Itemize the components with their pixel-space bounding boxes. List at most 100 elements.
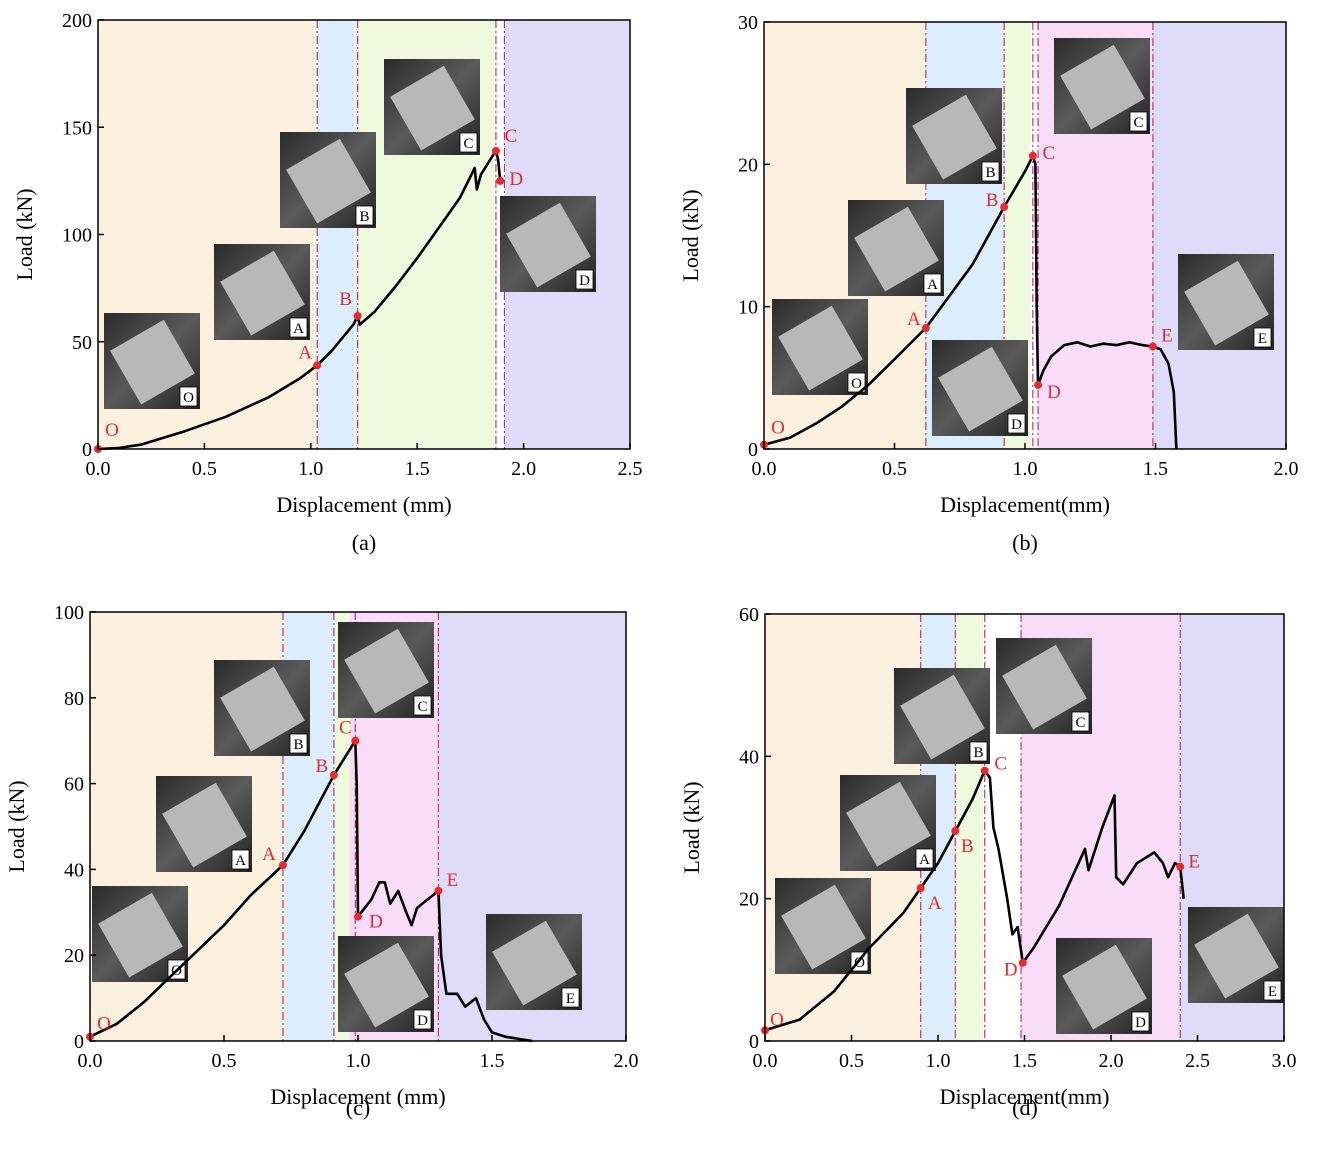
photo-label: A bbox=[927, 277, 938, 293]
photo-label: E bbox=[1258, 331, 1267, 347]
key-point-label: B bbox=[986, 190, 999, 211]
photo-inset: A bbox=[156, 776, 252, 872]
photo-label: E bbox=[566, 991, 575, 1007]
y-tick-label: 30 bbox=[738, 12, 758, 34]
key-point-label: A bbox=[262, 844, 276, 865]
y-tick-label: 100 bbox=[54, 602, 84, 624]
y-tick-label: 100 bbox=[62, 225, 92, 247]
photo-label: A bbox=[293, 321, 304, 337]
y-tick-label: 50 bbox=[72, 332, 92, 354]
photo-label: A bbox=[235, 853, 246, 869]
key-point-label: E bbox=[1161, 326, 1173, 347]
photo-inset: B bbox=[280, 132, 376, 228]
photo-label: C bbox=[1133, 115, 1143, 131]
photo-inset: E bbox=[1188, 907, 1284, 1003]
x-tick-label: 0.0 bbox=[752, 458, 777, 480]
y-axis-label: Load (kN) bbox=[679, 781, 704, 873]
x-axis-label: Displacement (mm) bbox=[276, 492, 451, 517]
key-point bbox=[313, 361, 321, 369]
y-tick-label: 60 bbox=[739, 604, 759, 626]
key-point-label: D bbox=[509, 169, 523, 190]
key-point bbox=[1034, 381, 1042, 389]
caption: (a) bbox=[352, 530, 376, 555]
photo-inset: B bbox=[894, 668, 990, 764]
y-tick-label: 0 bbox=[74, 1031, 84, 1053]
figure: OABCDOABCD0.00.51.01.52.02.5050100150200… bbox=[0, 0, 1317, 1158]
photo-label: B bbox=[985, 165, 995, 181]
key-point-label: E bbox=[447, 870, 459, 891]
x-tick-label: 2.0 bbox=[1099, 1050, 1124, 1072]
key-point-label: E bbox=[1188, 852, 1200, 873]
x-tick-label: 2.5 bbox=[1185, 1050, 1210, 1072]
photo-inset: E bbox=[1178, 254, 1274, 350]
x-tick-label: 1.5 bbox=[405, 458, 430, 480]
key-point-label: A bbox=[928, 893, 942, 914]
x-tick-label: 1.0 bbox=[298, 458, 323, 480]
key-point bbox=[354, 312, 362, 320]
photo-inset: D bbox=[1056, 938, 1152, 1034]
key-point-label: O bbox=[770, 1009, 784, 1030]
y-tick-label: 20 bbox=[64, 945, 84, 967]
key-point bbox=[1000, 203, 1008, 211]
photo-label: B bbox=[973, 745, 983, 761]
photo-label: C bbox=[417, 699, 427, 715]
photo-label: E bbox=[1268, 984, 1277, 1000]
y-tick-label: 20 bbox=[739, 889, 759, 911]
x-tick-label: 0.0 bbox=[86, 458, 111, 480]
key-point-label: O bbox=[771, 418, 785, 439]
key-point bbox=[1029, 152, 1037, 160]
x-tick-label: 1.0 bbox=[926, 1050, 951, 1072]
key-point bbox=[951, 827, 959, 835]
key-point-label: D bbox=[1004, 960, 1018, 981]
photo-inset: D bbox=[500, 196, 596, 292]
photo-label: A bbox=[919, 852, 930, 868]
key-point-label: C bbox=[994, 754, 1007, 775]
y-tick-label: 10 bbox=[738, 297, 758, 319]
x-tick-label: 1.0 bbox=[346, 1050, 371, 1072]
key-point-label: O bbox=[97, 1014, 111, 1035]
key-point bbox=[434, 887, 442, 895]
x-tick-label: 0.5 bbox=[192, 458, 217, 480]
chart: CBAODEOABCDE0.00.51.01.52.02.53.00204060… bbox=[679, 604, 1297, 1120]
x-tick-label: 0.0 bbox=[753, 1050, 778, 1072]
key-point bbox=[1019, 959, 1027, 967]
key-point bbox=[922, 324, 930, 332]
key-point-label: B bbox=[961, 836, 974, 857]
key-point-label: C bbox=[339, 718, 352, 739]
photo-inset: A bbox=[848, 200, 944, 296]
x-tick-label: 2.5 bbox=[618, 458, 643, 480]
x-tick-label: 0.0 bbox=[78, 1050, 103, 1072]
key-point-label: C bbox=[505, 126, 518, 147]
photo-inset: D bbox=[338, 936, 434, 1032]
photo-label: B bbox=[293, 737, 303, 753]
key-point-label: B bbox=[339, 289, 352, 310]
x-axis-label: Displacement(mm) bbox=[940, 492, 1110, 517]
y-tick-label: 0 bbox=[749, 1031, 759, 1053]
key-point bbox=[330, 771, 338, 779]
x-tick-label: 2.0 bbox=[614, 1050, 639, 1072]
photo-label: C bbox=[1075, 715, 1085, 731]
y-tick-label: 150 bbox=[62, 117, 92, 139]
x-tick-label: 0.5 bbox=[839, 1050, 864, 1072]
y-tick-label: 0 bbox=[82, 439, 92, 461]
key-point-label: A bbox=[298, 342, 312, 363]
photo-inset: C bbox=[384, 59, 480, 155]
x-tick-label: 1.0 bbox=[1013, 458, 1038, 480]
x-tick-label: 1.5 bbox=[1012, 1050, 1037, 1072]
y-tick-label: 40 bbox=[739, 746, 759, 768]
x-tick-label: 2.0 bbox=[1274, 458, 1299, 480]
photo-label: D bbox=[1135, 1015, 1146, 1031]
key-point-label: D bbox=[1047, 382, 1061, 403]
key-point bbox=[492, 147, 500, 155]
y-tick-label: 20 bbox=[738, 154, 758, 176]
caption: (b) bbox=[1012, 530, 1038, 555]
caption: (c) bbox=[346, 1095, 370, 1120]
y-axis-label: Load (kN) bbox=[12, 188, 37, 280]
photo-inset: D bbox=[932, 340, 1028, 436]
key-point bbox=[496, 177, 504, 185]
y-axis-label: Load (kN) bbox=[678, 189, 703, 281]
photo-inset: B bbox=[906, 88, 1002, 184]
